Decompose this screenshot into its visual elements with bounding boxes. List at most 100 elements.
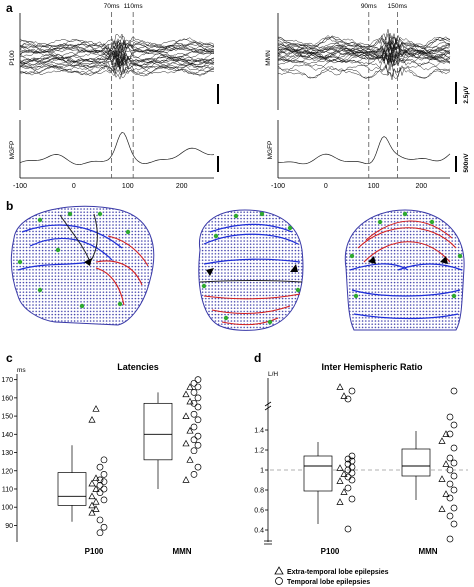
chart-title-ratio: Inter Hemispheric Ratio	[321, 362, 423, 372]
temporal-point	[446, 413, 454, 421]
extra-temporal-point	[92, 505, 100, 512]
temporal-point	[96, 476, 104, 484]
temporal-point	[348, 495, 356, 503]
y-tick-label: 0.8	[254, 488, 264, 495]
temporal-point	[194, 416, 202, 424]
channel-trace	[19, 41, 215, 59]
extra-temporal-point	[88, 501, 96, 509]
dipole-arrow	[440, 256, 448, 264]
isoline-red	[221, 317, 279, 326]
channel-trace	[19, 57, 215, 74]
channel-trace	[277, 41, 451, 59]
axis-break	[264, 401, 272, 407]
category-mmn: MMN	[418, 547, 437, 556]
channel-trace	[277, 51, 451, 65]
head-surface	[198, 209, 304, 331]
isoline-red	[363, 241, 451, 263]
temporal-point	[100, 523, 108, 531]
p100-label: P100	[9, 50, 16, 66]
x-tick-label: 100	[368, 183, 380, 190]
y-tick-label: 1.4	[254, 428, 264, 435]
temporal-point	[96, 489, 104, 496]
panel-label-b: b	[6, 199, 13, 213]
temporal-point	[450, 387, 458, 395]
temporal-point	[194, 376, 202, 383]
extra-temporal-point	[186, 383, 194, 390]
temporal-point	[348, 387, 356, 395]
x-tick-label: 100	[122, 183, 134, 190]
isoline-red	[95, 260, 143, 286]
dipole-arrow	[206, 268, 214, 276]
temporal-point	[450, 472, 458, 480]
extra-temporal-point	[340, 470, 348, 477]
channel-trace	[277, 42, 451, 61]
isoline-black	[199, 280, 303, 283]
temporal-point	[450, 520, 458, 528]
temporal-point	[100, 456, 108, 464]
temporal-point	[344, 395, 352, 403]
extra-temporal-point	[182, 390, 190, 398]
temporal-point	[446, 466, 454, 474]
channel-trace	[277, 34, 450, 52]
panel-a-left: 70ms 110ms P100 MGFP -100 0 100 200	[9, 3, 219, 190]
temporal-point	[348, 469, 356, 477]
temporal-point	[344, 525, 352, 533]
temporal-point	[348, 476, 356, 484]
panel-label-d: d	[254, 351, 261, 365]
x-tick-label: 200	[415, 183, 427, 190]
electrodes	[201, 211, 301, 325]
isoline-blue	[203, 233, 299, 245]
y-tick-label: 100	[1, 505, 13, 512]
y-tick-label: 0.4	[254, 528, 264, 535]
isoline-blue	[203, 258, 301, 265]
extra-temporal-point	[336, 498, 344, 505]
extra-temporal-point	[438, 437, 446, 444]
extra-temporal-point	[88, 479, 96, 487]
y-unit-label: ms	[17, 367, 26, 374]
channel-trace	[19, 58, 215, 75]
isoline-red	[107, 235, 149, 267]
boxplots	[303, 431, 431, 524]
temporal-point	[190, 471, 198, 478]
temporal-point	[190, 447, 198, 455]
temporal-point	[446, 494, 454, 502]
temporal-point	[190, 379, 198, 387]
temporal-point	[190, 399, 198, 407]
head-surface	[344, 209, 465, 331]
isoline-black	[59, 214, 91, 263]
isoline-red	[365, 220, 453, 241]
temporal-point	[194, 441, 202, 449]
dipole-arrow	[368, 256, 376, 264]
temporal-point	[446, 430, 454, 438]
category-p100: P100	[321, 547, 340, 556]
channel-trace	[19, 57, 215, 72]
extra-temporal-point	[442, 490, 450, 497]
marker-label-150ms: 150ms	[388, 3, 408, 10]
temporal-point	[446, 512, 454, 520]
temporal-point	[194, 403, 202, 411]
scale-label-500nv: 500nV	[463, 153, 470, 173]
x-tick-labels: -100 0 100 200	[13, 183, 188, 190]
temporal-point	[190, 423, 198, 431]
temporal-point	[450, 486, 458, 494]
temporal-point	[100, 485, 108, 493]
panel-label-a: a	[6, 1, 13, 15]
temporal-point	[96, 463, 104, 471]
y-tick-label: 170	[1, 377, 13, 384]
mgfp-label: MGFP	[9, 141, 16, 160]
extra-temporal-point	[88, 492, 96, 500]
temporal-point	[348, 452, 356, 460]
temporal-point	[100, 471, 108, 478]
temporal-point	[446, 535, 454, 543]
legend-extra-temporal: Extra-temporal lobe epilepsies	[287, 569, 389, 576]
channel-trace	[19, 63, 214, 77]
y-tick-label: 140	[1, 432, 13, 439]
extra-temporal-point	[182, 476, 190, 483]
mmn-label: MMN	[265, 50, 272, 66]
extra-temporal-point	[442, 430, 450, 437]
mgfp-trace	[19, 131, 215, 165]
extra-temporal-point	[92, 485, 100, 492]
temporal-point	[450, 504, 458, 512]
extra-temporal-point	[336, 464, 344, 471]
